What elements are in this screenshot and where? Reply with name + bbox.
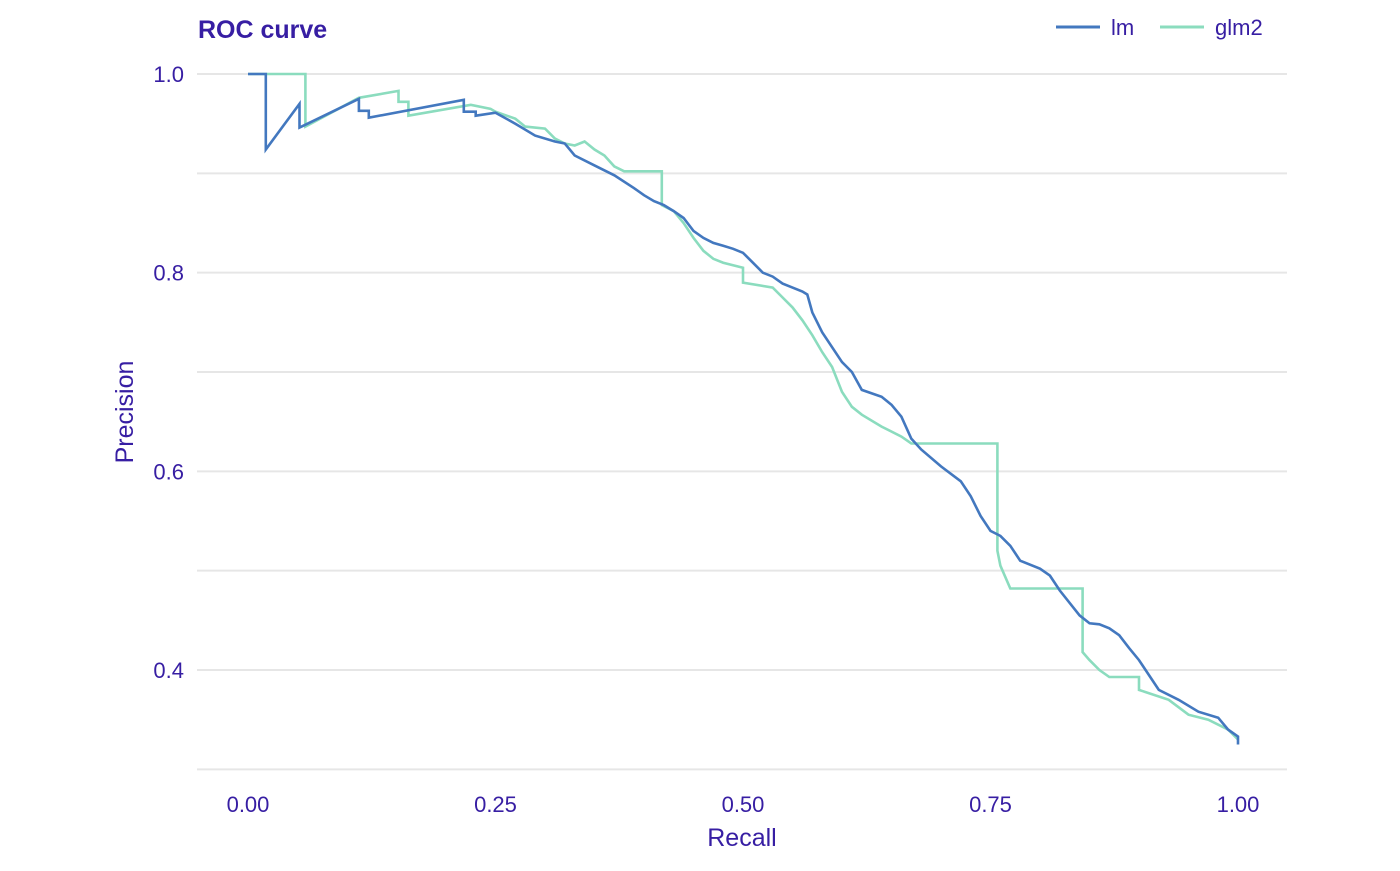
x-tick-label: 0.75 bbox=[969, 792, 1012, 817]
x-axis-ticks: 0.00 0.25 0.50 0.75 1.00 bbox=[227, 792, 1260, 817]
series-lines bbox=[248, 72, 1240, 745]
y-axis-label: Precision bbox=[111, 361, 139, 464]
y-tick-label: 0.8 bbox=[153, 261, 184, 286]
legend-label-glm2: glm2 bbox=[1215, 15, 1263, 40]
y-axis-ticks: 0.4 0.6 0.8 1.0 bbox=[153, 62, 184, 683]
y-tick-label: 1.0 bbox=[153, 62, 184, 87]
chart-title: ROC curve bbox=[198, 16, 327, 44]
y-tick-label: 0.6 bbox=[153, 459, 184, 484]
legend-label-lm: lm bbox=[1111, 15, 1134, 40]
gridlines bbox=[197, 73, 1287, 771]
x-tick-label: 0.25 bbox=[474, 792, 517, 817]
x-axis-label: Recall bbox=[707, 824, 776, 852]
series-line-lm bbox=[248, 72, 1240, 745]
x-tick-label: 0.50 bbox=[722, 792, 765, 817]
x-tick-label: 1.00 bbox=[1217, 792, 1260, 817]
x-tick-label: 0.00 bbox=[227, 792, 270, 817]
y-tick-label: 0.4 bbox=[153, 658, 184, 683]
legend: lm glm2 bbox=[1056, 15, 1263, 40]
